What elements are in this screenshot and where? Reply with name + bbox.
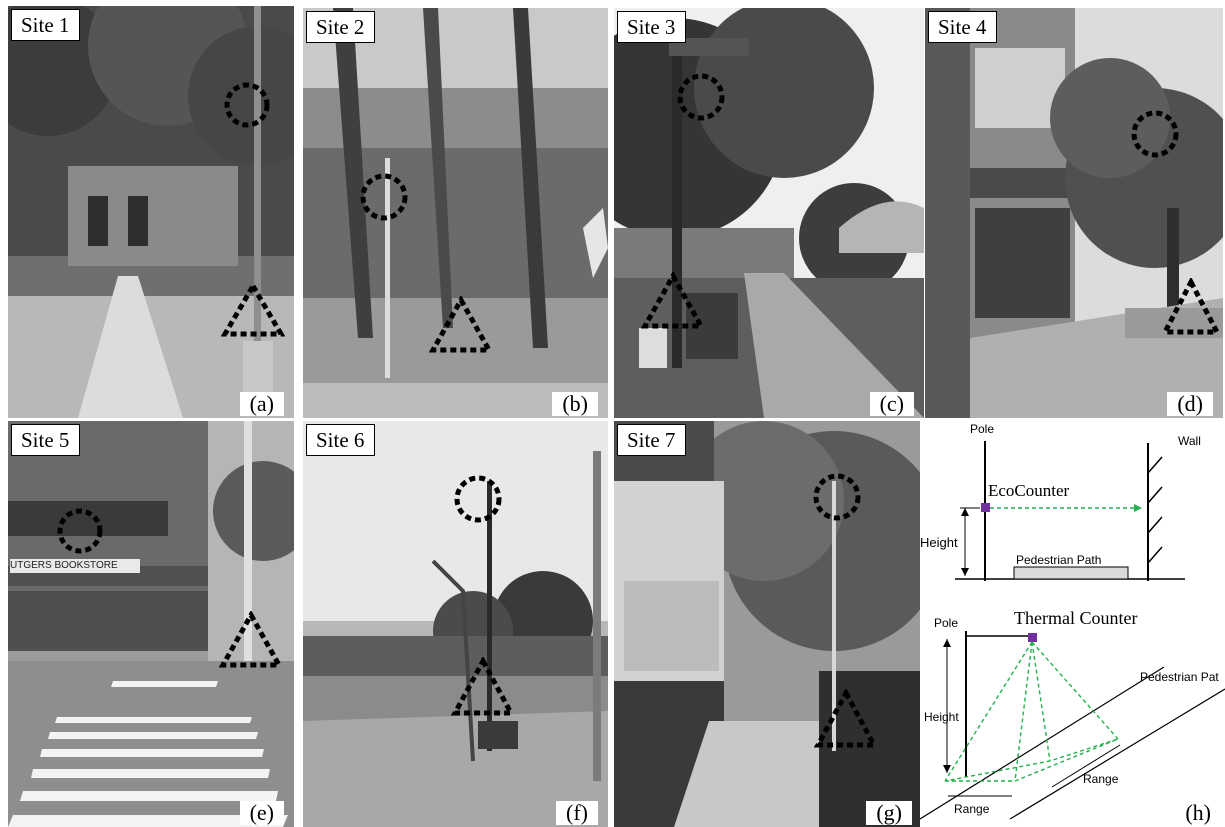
- site-label: Site 2: [306, 11, 376, 43]
- panel-site-7: Site 7 (g): [614, 421, 922, 827]
- panel-letter: (d): [1167, 392, 1213, 416]
- panel-letter: (e): [239, 801, 284, 825]
- thermal-counter-label: Thermal Counter: [1014, 608, 1137, 628]
- counter-triangle-marker: [451, 657, 515, 716]
- panel-site-2: Site 2 (b): [303, 8, 608, 418]
- site-label: Site 3: [617, 11, 687, 43]
- thermal-pole-label: Pole: [934, 616, 958, 630]
- counter-triangle-marker: [429, 296, 493, 353]
- thermal-path-label: Pedestrian Pat: [1140, 670, 1219, 684]
- panel-letter: (g): [866, 801, 912, 825]
- device-circle-marker: [360, 173, 408, 221]
- device-circle-marker: [677, 73, 725, 121]
- eco-wall-label: Wall: [1178, 434, 1201, 448]
- thermal-range-bottom-label: Range: [954, 802, 990, 816]
- site-7-photo: [614, 421, 922, 827]
- site-label: Site 7: [617, 424, 687, 456]
- eco-height-label: Height: [920, 535, 958, 550]
- site-label: Site 5: [11, 424, 81, 456]
- counter-triangle-marker: [641, 272, 705, 329]
- counter-triangle-marker: [1161, 278, 1221, 335]
- site-label: Site 6: [306, 424, 376, 456]
- thermal-height-label: Height: [924, 710, 959, 724]
- eco-pedestrian-path: [1013, 566, 1129, 580]
- panel-site-6: Site 6 (f): [303, 421, 608, 827]
- panel-letter: (a): [239, 392, 284, 416]
- thermal-range-right-label: Range: [1083, 772, 1119, 786]
- thermal-counter-device: [1028, 633, 1037, 642]
- site-label: Site 4: [928, 11, 998, 43]
- counter-triangle-marker: [814, 689, 878, 748]
- panel-site-3: Site 3 (c): [614, 8, 924, 418]
- ecocounter-schematic: Pole Wall EcoCounter Height Pedestrian P…: [920, 422, 1201, 581]
- eco-path-label: Pedestrian Path: [1016, 553, 1101, 567]
- device-circle-marker: [1131, 110, 1179, 158]
- panel-site-1: Site 1 (a): [8, 6, 294, 418]
- panel-letter: (f): [556, 801, 598, 825]
- panel-letter: (b): [552, 392, 598, 416]
- ecocounter-label: EcoCounter: [988, 481, 1070, 500]
- site-label: Site 1: [11, 9, 81, 41]
- device-circle-marker: [224, 82, 270, 128]
- panel-letter: (c): [869, 392, 914, 416]
- store-sign: UTGERS BOOKSTORE: [10, 559, 140, 573]
- thermal-counter-schematic: Pole Height Thermal Counter Pedestrian P…: [920, 608, 1225, 820]
- eco-pole-label: Pole: [970, 422, 994, 436]
- panel-diagram: Pole Wall EcoCounter Height Pedestrian P…: [920, 421, 1225, 827]
- site-3-photo: [614, 8, 924, 418]
- thermal-detection-beams: [944, 641, 1119, 782]
- counter-diagram: Pole Wall EcoCounter Height Pedestrian P…: [920, 422, 1225, 820]
- counter-triangle-marker: [221, 282, 285, 337]
- ecocounter-device: [981, 503, 990, 512]
- site-6-photo: [303, 421, 608, 827]
- site-1-photo: [8, 6, 294, 418]
- site-4-photo: [925, 8, 1223, 418]
- site-2-photo: [303, 8, 608, 418]
- site-5-photo: [8, 421, 294, 827]
- device-circle-marker: [813, 473, 861, 521]
- panel-letter: (h): [1175, 801, 1221, 825]
- device-circle-marker: [57, 508, 103, 554]
- counter-triangle-marker: [219, 611, 283, 668]
- panel-site-4: Site 4 (d): [925, 8, 1223, 418]
- panel-site-5: Site 5 UTGERS BOOKSTORE (e): [8, 421, 294, 827]
- device-circle-marker: [454, 475, 502, 523]
